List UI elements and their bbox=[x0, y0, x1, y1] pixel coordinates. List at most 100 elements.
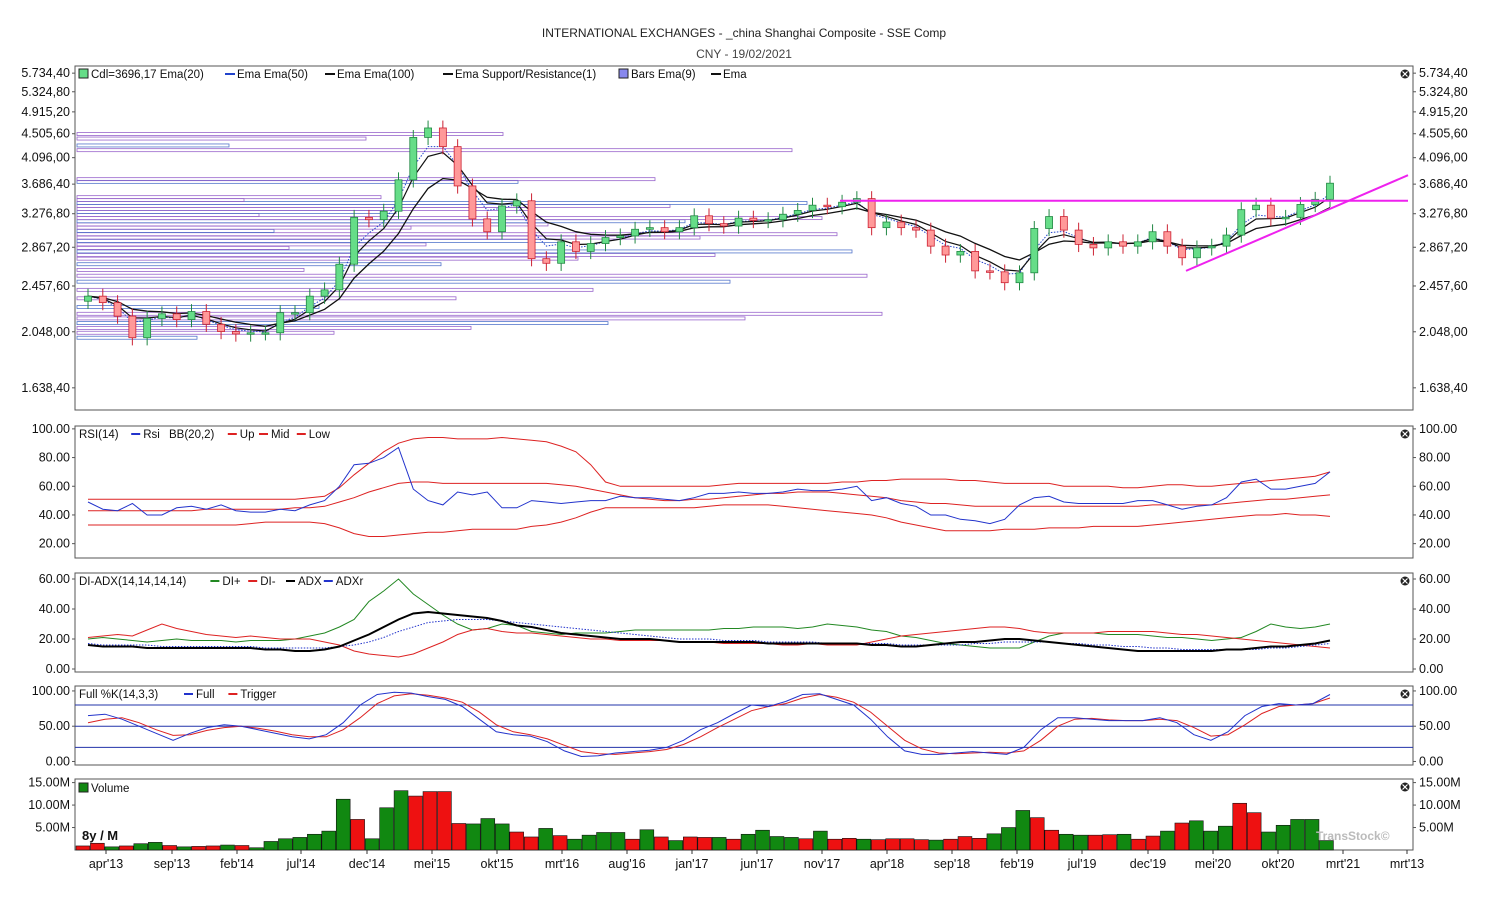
adx-legend-item: DI+ bbox=[222, 576, 241, 588]
candle-up bbox=[1237, 209, 1246, 236]
support-resistance-bar bbox=[76, 195, 382, 200]
volume-bar-down bbox=[943, 838, 958, 851]
price-tick-left: 2.867,20 bbox=[21, 240, 70, 254]
close-icon-x bbox=[1402, 431, 1408, 437]
candle-up bbox=[320, 289, 329, 297]
support-resistance-bar bbox=[76, 249, 853, 254]
volume-bar-up bbox=[278, 838, 293, 851]
volume-bar-up bbox=[393, 790, 409, 851]
watermark: TransStock© bbox=[1316, 829, 1390, 843]
price-tick-left: 4.505,60 bbox=[21, 127, 70, 141]
volume-bar-down bbox=[842, 838, 857, 851]
stochastic-full-line bbox=[87, 691, 1331, 758]
volume-bar-up bbox=[668, 840, 684, 851]
volume-bar-down bbox=[1131, 838, 1146, 851]
support-resistance-bar bbox=[76, 256, 579, 261]
candle-up bbox=[424, 127, 432, 138]
volume-bar-up bbox=[1275, 824, 1291, 851]
candle-up bbox=[512, 200, 521, 207]
price-legend-item: Ema Support/Resistance(1) bbox=[455, 69, 596, 81]
volume-bar-down bbox=[625, 838, 640, 851]
volume-bar-down bbox=[1044, 829, 1059, 851]
close-circle-icon[interactable] bbox=[1400, 782, 1410, 792]
x-axis-label: sep'13 bbox=[154, 857, 190, 871]
volume-bar-down bbox=[914, 839, 929, 851]
support-resistance-bar bbox=[76, 335, 198, 340]
volume-bar-down bbox=[1145, 835, 1161, 851]
volume-bar-down bbox=[119, 845, 134, 851]
candle-up bbox=[734, 217, 743, 227]
rsi-tick-right: 40.00 bbox=[1419, 508, 1450, 522]
support-resistance-bar bbox=[76, 232, 838, 237]
x-axis-label: jan'17 bbox=[675, 857, 709, 871]
support-resistance-bar bbox=[76, 273, 868, 278]
volume-tick-right: 5.00M bbox=[1419, 821, 1454, 835]
volume-bar-up bbox=[581, 834, 597, 851]
candle-up bbox=[808, 204, 817, 211]
candle-down bbox=[202, 311, 211, 325]
x-axis-label: feb'19 bbox=[1000, 857, 1034, 871]
close-circle-icon[interactable] bbox=[1400, 576, 1410, 586]
volume-tick-left: 15.00M bbox=[28, 776, 70, 790]
adx-legend-item: DI-ADX(14,14,14,14) bbox=[79, 576, 187, 588]
volume-bar-up bbox=[1261, 831, 1276, 851]
price-tick-left: 4.096,00 bbox=[21, 151, 70, 165]
candle-down bbox=[453, 146, 462, 187]
price-legend-item: Bars Ema(9) bbox=[631, 69, 696, 81]
candle-up bbox=[1015, 272, 1024, 284]
candle-down bbox=[1266, 204, 1275, 219]
close-icon-x bbox=[1402, 71, 1408, 77]
volume-bar-down bbox=[1030, 817, 1045, 851]
candle-down bbox=[172, 313, 181, 320]
volume-bar-down bbox=[408, 795, 423, 851]
candle-up bbox=[764, 219, 773, 222]
volume-bar-down bbox=[451, 823, 467, 851]
volume-bar-down bbox=[726, 838, 741, 851]
volume-bar-down bbox=[437, 791, 452, 851]
candle-down bbox=[705, 215, 713, 225]
rsi-line bbox=[87, 446, 1331, 525]
candle-up bbox=[291, 312, 299, 315]
close-icon-x bbox=[1402, 691, 1408, 697]
candle-up bbox=[1252, 204, 1260, 211]
rsi-legend-item: Rsi bbox=[143, 429, 160, 441]
support-resistance-bar bbox=[76, 316, 746, 321]
trend-line bbox=[1185, 174, 1409, 272]
volume-tick-left: 10.00M bbox=[28, 798, 70, 812]
rsi-legend-item: BB(20,2) bbox=[169, 429, 215, 441]
close-circle-icon[interactable] bbox=[1400, 69, 1410, 79]
adx-tick-left: 60.00 bbox=[39, 572, 70, 586]
price-legend-item: Ema Ema(50) bbox=[237, 69, 308, 81]
candle-up bbox=[793, 210, 802, 215]
candle-up bbox=[557, 241, 566, 264]
volume-bar-up bbox=[928, 839, 944, 851]
candle-down bbox=[231, 331, 240, 335]
x-axis-label: aug'16 bbox=[608, 857, 645, 871]
volume-bar-down bbox=[90, 842, 105, 851]
volume-bar-down bbox=[1232, 802, 1247, 851]
price-tick-right: 4.505,60 bbox=[1419, 127, 1468, 141]
x-axis-label: feb'14 bbox=[220, 857, 254, 871]
price-tick-right: 2.048,00 bbox=[1419, 325, 1468, 339]
volume-bar-up bbox=[1304, 819, 1320, 851]
x-axis-label: dec'14 bbox=[349, 857, 385, 871]
support-resistance-bar bbox=[76, 321, 609, 326]
legend-candle-swatch bbox=[78, 68, 89, 79]
close-circle-icon[interactable] bbox=[1400, 429, 1410, 439]
x-axis-label: nov'17 bbox=[804, 857, 840, 871]
rsi-tick-right: 60.00 bbox=[1419, 479, 1450, 493]
volume-bar-up bbox=[1015, 810, 1031, 851]
price-tick-left: 5.734,40 bbox=[21, 66, 70, 80]
candle-up bbox=[1133, 241, 1142, 247]
volume-bar-down bbox=[1174, 822, 1190, 851]
volume-bar-up bbox=[1058, 833, 1074, 851]
close-circle-icon[interactable] bbox=[1400, 689, 1410, 699]
price-tick-right: 3.276,80 bbox=[1419, 207, 1468, 221]
volume-bar-down bbox=[350, 819, 365, 851]
candle-up bbox=[187, 311, 196, 320]
candle-down bbox=[986, 270, 994, 273]
chart-subtitle: CNY - 19/02/2021 bbox=[696, 47, 792, 61]
candle-up bbox=[276, 312, 285, 334]
close-icon-x bbox=[1402, 784, 1408, 790]
volume-bar-up bbox=[466, 823, 481, 851]
